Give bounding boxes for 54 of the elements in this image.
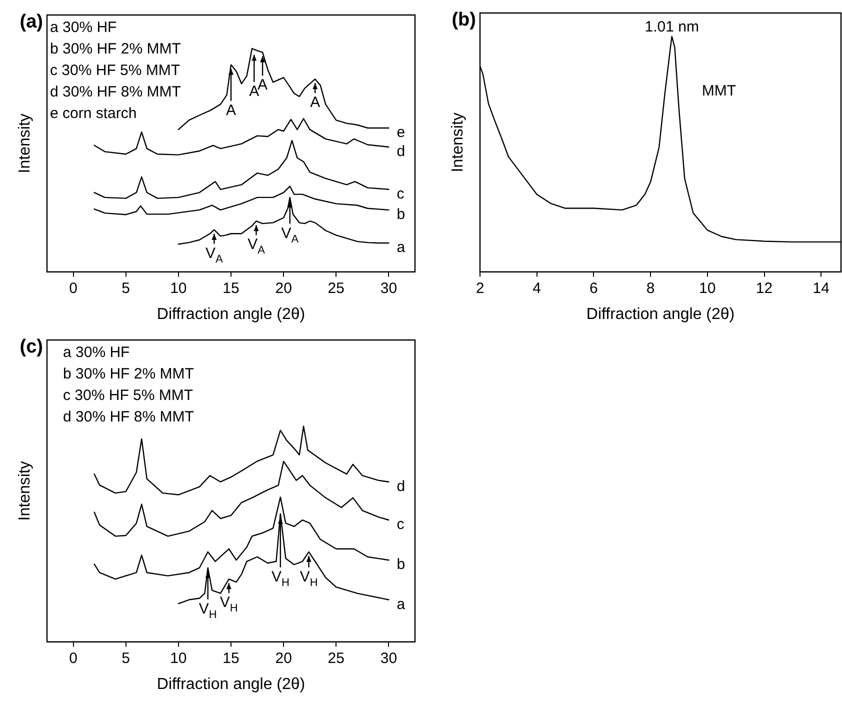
x-axis-title: Diffraction angle (2θ) (586, 306, 735, 323)
series-label: a (396, 239, 406, 256)
x-tick-label: 4 (532, 280, 542, 297)
x-axis-title: Diffraction angle (2θ) (156, 306, 306, 323)
text: a 30% HF (50, 19, 117, 36)
x-tick-label: 20 (275, 650, 292, 667)
x-tick-label: 0 (69, 280, 78, 297)
text: a 30% HF (63, 344, 130, 361)
x-tick-label: 30 (380, 280, 398, 297)
annotation: 1.01 nm (644, 18, 699, 36)
x-tick-label: 5 (122, 650, 130, 667)
annotation: b 30% HF 2% MMT (50, 40, 181, 58)
series-label: d (396, 478, 406, 495)
text: c 30% HF 5% MMT (63, 387, 194, 404)
y-axis-title: Intensity (449, 112, 466, 172)
x-axis-title: Diffraction angle (2θ) (156, 676, 306, 693)
text: d 30% HF 8% MMT (63, 408, 194, 426)
series-label: b (396, 556, 406, 574)
annotation: e corn starch (50, 105, 137, 122)
series-label: e (396, 124, 406, 142)
chart-title: (b) (452, 10, 476, 31)
annotation: A (226, 102, 236, 119)
x-tick-label: 15 (222, 280, 240, 297)
x-tick-label: 8 (646, 280, 655, 297)
annotation: A (249, 82, 260, 100)
series-label: c (396, 516, 405, 534)
x-tick-label: 15 (222, 650, 240, 667)
y-axis-title: Intensity (16, 461, 34, 521)
series-label: b (396, 206, 406, 224)
series-label: a (396, 596, 406, 613)
series-label: d (396, 143, 406, 160)
x-tick-label: 10 (699, 280, 716, 297)
x-tick-label: 6 (590, 280, 598, 297)
x-tick-label: 10 (170, 280, 187, 297)
chart-title: (a) (20, 12, 43, 33)
x-tick-label: 0 (69, 650, 78, 667)
x-tick-label: 5 (122, 280, 130, 297)
annotation: c 30% HF 5% MMT (50, 62, 180, 79)
text: b 30% HF 2% MMT (63, 366, 194, 382)
x-tick-label: 2 (476, 280, 484, 297)
series-label: MMT (702, 82, 736, 100)
x-tick-label: 14 (812, 280, 830, 297)
x-tick-label: 25 (328, 650, 344, 667)
annotation: d 30% HF 8% MMT (50, 84, 181, 100)
x-tick-label: 12 (756, 280, 773, 297)
x-tick-label: 10 (170, 650, 187, 667)
x-tick-label: 25 (328, 280, 344, 297)
series-label: c (396, 186, 405, 203)
chart-title: (c) (20, 336, 43, 358)
y-axis-title: Intensity (16, 114, 34, 174)
x-tick-label: 30 (380, 650, 398, 667)
annotation: A (258, 76, 268, 94)
x-tick-label: 20 (275, 280, 292, 297)
annotation: A (310, 94, 320, 112)
